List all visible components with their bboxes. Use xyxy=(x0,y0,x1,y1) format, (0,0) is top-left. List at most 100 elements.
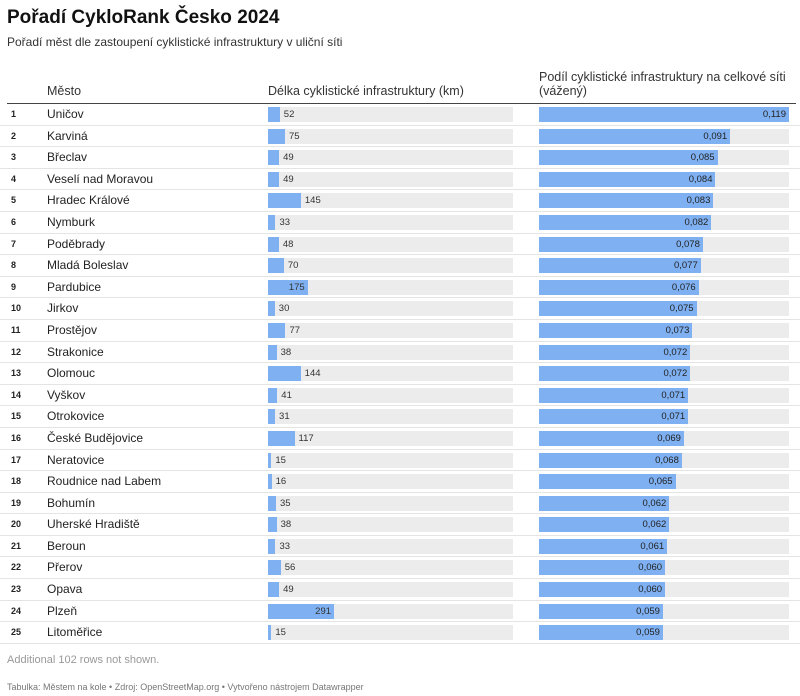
length-bar xyxy=(268,625,272,641)
table-row: 19 Bohumín 35 0,062 xyxy=(0,493,800,515)
share-bar-track: 0,068 xyxy=(539,452,789,468)
row-city: Beroun xyxy=(47,538,86,553)
length-bar xyxy=(268,560,281,576)
row-city: Olomouc xyxy=(47,366,96,381)
length-bar-track: 41 xyxy=(268,387,513,403)
table-row: 1 Uničov 52 0,119 xyxy=(0,104,800,126)
length-bar-track: 49 xyxy=(268,582,513,598)
length-value-label: 77 xyxy=(289,324,301,336)
table-row: 17 Neratovice 15 0,068 xyxy=(0,450,800,472)
share-bar-track: 0,084 xyxy=(539,171,789,187)
length-value-label: 144 xyxy=(304,368,321,380)
table-row: 13 Olomouc 144 0,072 xyxy=(0,363,800,385)
share-value-label: 0,065 xyxy=(648,476,673,488)
length-bar xyxy=(268,301,275,317)
table-row: 7 Poděbrady 48 0,078 xyxy=(0,234,800,256)
share-value-label: 0,119 xyxy=(762,109,786,120)
length-value-label: 16 xyxy=(275,476,287,488)
row-city: Jirkov xyxy=(47,301,79,316)
length-bar xyxy=(268,128,285,144)
row-rank: 21 xyxy=(11,540,22,551)
length-bar-track: 33 xyxy=(268,538,513,554)
share-bar xyxy=(539,366,691,382)
length-bar-track: 52 xyxy=(268,107,513,122)
share-value-label: 0,071 xyxy=(661,411,686,423)
table-row: 4 Veselí nad Moravou 49 0,084 xyxy=(0,169,800,191)
length-bar-track: 38 xyxy=(268,344,513,360)
row-city: Břeclav xyxy=(47,150,88,165)
row-rank: 1 xyxy=(11,109,17,119)
length-bar-track: 175 xyxy=(268,279,513,295)
share-bar-track: 0,085 xyxy=(539,150,789,166)
length-bar-track: 15 xyxy=(268,625,513,641)
length-bar xyxy=(268,258,284,274)
table-row: 15 Otrokovice 31 0,071 xyxy=(0,406,800,428)
row-rank: 8 xyxy=(11,260,17,271)
share-bar-track: 0,061 xyxy=(539,538,789,554)
share-value-label: 0,072 xyxy=(663,368,688,380)
column-header-city[interactable]: Město xyxy=(47,84,82,98)
share-value-label: 0,084 xyxy=(688,173,713,185)
length-value-label: 75 xyxy=(289,130,300,142)
column-header-share[interactable]: Podíl cyklistické infrastruktury na celk… xyxy=(539,70,786,98)
row-rank: 22 xyxy=(11,562,22,573)
length-value-label: 38 xyxy=(280,346,292,358)
length-bar-track: 31 xyxy=(268,409,513,425)
share-value-label: 0,061 xyxy=(640,540,665,552)
row-rank: 4 xyxy=(11,173,17,184)
length-bar-track: 35 xyxy=(268,495,513,511)
share-bar xyxy=(539,582,666,598)
length-value-label: 49 xyxy=(283,152,294,164)
table-row: 25 Litoměřice 15 0,059 xyxy=(0,622,800,644)
length-bar-track: 38 xyxy=(268,517,513,533)
share-bar xyxy=(539,538,668,554)
length-value-label: 15 xyxy=(275,627,286,639)
length-bar-track: 75 xyxy=(268,128,513,144)
share-bar-track: 0,071 xyxy=(539,387,789,403)
rows-hidden-note: Additional 102 rows not shown. xyxy=(7,654,160,666)
table-row: 22 Přerov 56 0,060 xyxy=(0,557,800,580)
table-body: 1 Uničov 52 0,119 2 Karviná 75 0,091 3 Břeclav 49 0… xyxy=(0,104,800,644)
length-bar xyxy=(268,214,276,230)
share-bar xyxy=(539,560,666,576)
length-bar-track: 48 xyxy=(268,236,513,252)
share-bar-track: 0,060 xyxy=(539,582,789,598)
length-bar-track: 145 xyxy=(268,193,513,209)
share-bar-track: 0,078 xyxy=(539,236,789,252)
share-bar xyxy=(539,214,712,230)
length-value-label: 56 xyxy=(284,562,296,574)
length-bar-track: 33 xyxy=(268,214,513,230)
share-bar xyxy=(539,517,670,533)
share-value-label: 0,083 xyxy=(686,195,711,207)
share-value-label: 0,071 xyxy=(661,389,686,401)
length-bar xyxy=(268,344,277,360)
table-row: 14 Vyškov 41 0,071 xyxy=(0,385,800,407)
share-bar-track: 0,077 xyxy=(539,258,789,274)
chart-title: Pořadí CykloRank Česko 2024 xyxy=(7,7,280,28)
length-bar xyxy=(268,452,272,468)
share-value-label: 0,077 xyxy=(673,260,698,272)
length-value-label: 41 xyxy=(281,389,292,401)
table-row: 6 Nymburk 33 0,082 xyxy=(0,212,800,234)
row-city: Mladá Boleslav xyxy=(47,258,129,273)
table-row: 20 Uherské Hradiště 38 0,062 xyxy=(0,514,800,536)
row-city: Uherské Hradiště xyxy=(47,517,140,532)
length-bar xyxy=(268,107,280,122)
row-city: Přerov xyxy=(47,560,83,575)
share-bar-track: 0,073 xyxy=(539,322,789,338)
length-bar-track: 56 xyxy=(268,560,513,576)
length-bar-track: 30 xyxy=(268,301,513,317)
row-rank: 14 xyxy=(11,389,22,400)
share-bar-track: 0,062 xyxy=(539,517,789,533)
length-bar xyxy=(268,366,301,382)
length-bar xyxy=(268,538,276,554)
length-bar xyxy=(268,171,280,187)
share-bar-track: 0,076 xyxy=(539,279,789,295)
share-bar-track: 0,119 xyxy=(539,107,789,122)
share-bar xyxy=(539,344,691,360)
row-rank: 17 xyxy=(11,454,22,465)
table-row: 10 Jirkov 30 0,075 xyxy=(0,298,800,320)
length-value-label: 38 xyxy=(280,519,292,531)
row-rank: 25 xyxy=(11,627,22,638)
column-header-length[interactable]: Délka cyklistické infrastruktury (km) xyxy=(268,84,464,98)
